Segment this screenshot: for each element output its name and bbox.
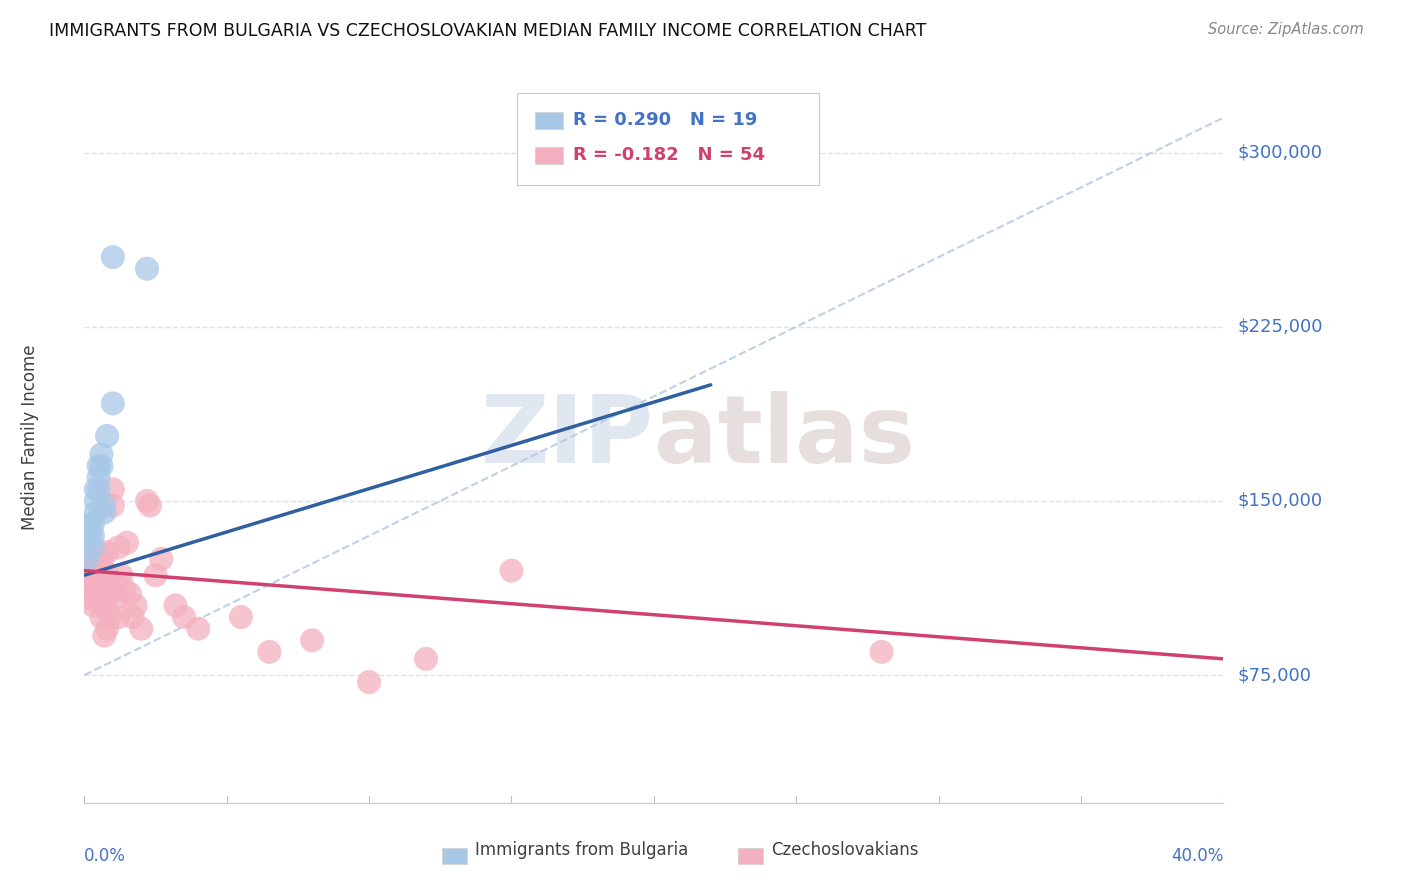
FancyBboxPatch shape [536, 112, 562, 129]
Point [96, 568, 118, 582]
Point [136, 261, 159, 276]
Point [84, 568, 107, 582]
Point [76, 552, 98, 566]
FancyBboxPatch shape [738, 848, 763, 864]
Point [104, 591, 127, 606]
FancyBboxPatch shape [517, 94, 818, 185]
Point [87, 483, 110, 497]
Text: $300,000: $300,000 [1237, 144, 1322, 161]
Point [87, 558, 110, 573]
Point [90, 568, 112, 582]
Point [121, 610, 143, 624]
Point [82, 517, 104, 532]
Point [870, 645, 893, 659]
Text: $75,000: $75,000 [1237, 666, 1312, 684]
Text: R = -0.182   N = 54: R = -0.182 N = 54 [572, 146, 765, 164]
Point [101, 250, 124, 264]
Point [87, 591, 110, 606]
FancyBboxPatch shape [536, 146, 562, 164]
Point [187, 622, 209, 636]
Point [84, 552, 107, 566]
Point [101, 483, 124, 497]
Point [259, 645, 281, 659]
Point [87, 459, 110, 474]
Point [96, 429, 118, 443]
Point [79, 517, 101, 532]
Point [93, 599, 115, 613]
Point [87, 545, 110, 559]
Point [84, 587, 107, 601]
Point [96, 545, 118, 559]
Point [82, 552, 104, 566]
Text: $150,000: $150,000 [1237, 491, 1322, 510]
Point [93, 506, 115, 520]
Point [115, 535, 138, 549]
Point [173, 610, 195, 624]
Text: Immigrants from Bulgaria: Immigrants from Bulgaria [475, 840, 689, 859]
Point [82, 599, 104, 613]
Point [110, 568, 132, 582]
Point [90, 459, 112, 474]
Text: R = 0.290   N = 19: R = 0.290 N = 19 [572, 112, 758, 129]
Point [415, 652, 437, 666]
Text: 40.0%: 40.0% [1171, 847, 1223, 864]
Text: 0.0%: 0.0% [84, 847, 127, 864]
Point [145, 568, 167, 582]
Text: Czechoslovakians: Czechoslovakians [770, 840, 918, 859]
Point [82, 541, 104, 555]
Point [93, 564, 115, 578]
Point [79, 591, 101, 606]
Point [139, 499, 162, 513]
Text: IMMIGRANTS FROM BULGARIA VS CZECHOSLOVAKIAN MEDIAN FAMILY INCOME CORRELATION CHA: IMMIGRANTS FROM BULGARIA VS CZECHOSLOVAK… [49, 22, 927, 40]
Point [79, 575, 101, 590]
Point [84, 494, 107, 508]
Point [82, 529, 104, 543]
Point [82, 575, 104, 590]
Text: atlas: atlas [654, 391, 915, 483]
Point [98, 610, 121, 624]
Point [150, 552, 173, 566]
Point [107, 610, 129, 624]
Point [301, 633, 323, 648]
Text: Median Family Income: Median Family Income [21, 344, 39, 530]
FancyBboxPatch shape [441, 848, 467, 864]
Point [131, 622, 153, 636]
Text: Source: ZipAtlas.com: Source: ZipAtlas.com [1208, 22, 1364, 37]
Point [93, 499, 115, 513]
Point [359, 675, 381, 690]
Point [79, 529, 101, 543]
Point [165, 599, 187, 613]
Point [118, 587, 141, 601]
Text: ZIP: ZIP [481, 391, 654, 483]
Point [107, 541, 129, 555]
Point [87, 471, 110, 485]
Point [76, 564, 98, 578]
Point [101, 499, 124, 513]
Point [104, 575, 127, 590]
Point [90, 552, 112, 566]
Point [82, 564, 104, 578]
Point [229, 610, 252, 624]
Point [96, 622, 118, 636]
Point [93, 582, 115, 597]
Point [84, 506, 107, 520]
Point [101, 396, 124, 410]
Point [84, 483, 107, 497]
Point [93, 629, 115, 643]
Text: $225,000: $225,000 [1237, 318, 1323, 335]
Point [90, 610, 112, 624]
Point [90, 448, 112, 462]
Point [124, 599, 146, 613]
Point [79, 564, 101, 578]
Point [98, 587, 121, 601]
Point [76, 575, 98, 590]
Point [501, 564, 523, 578]
Point [112, 582, 135, 597]
Point [136, 494, 159, 508]
